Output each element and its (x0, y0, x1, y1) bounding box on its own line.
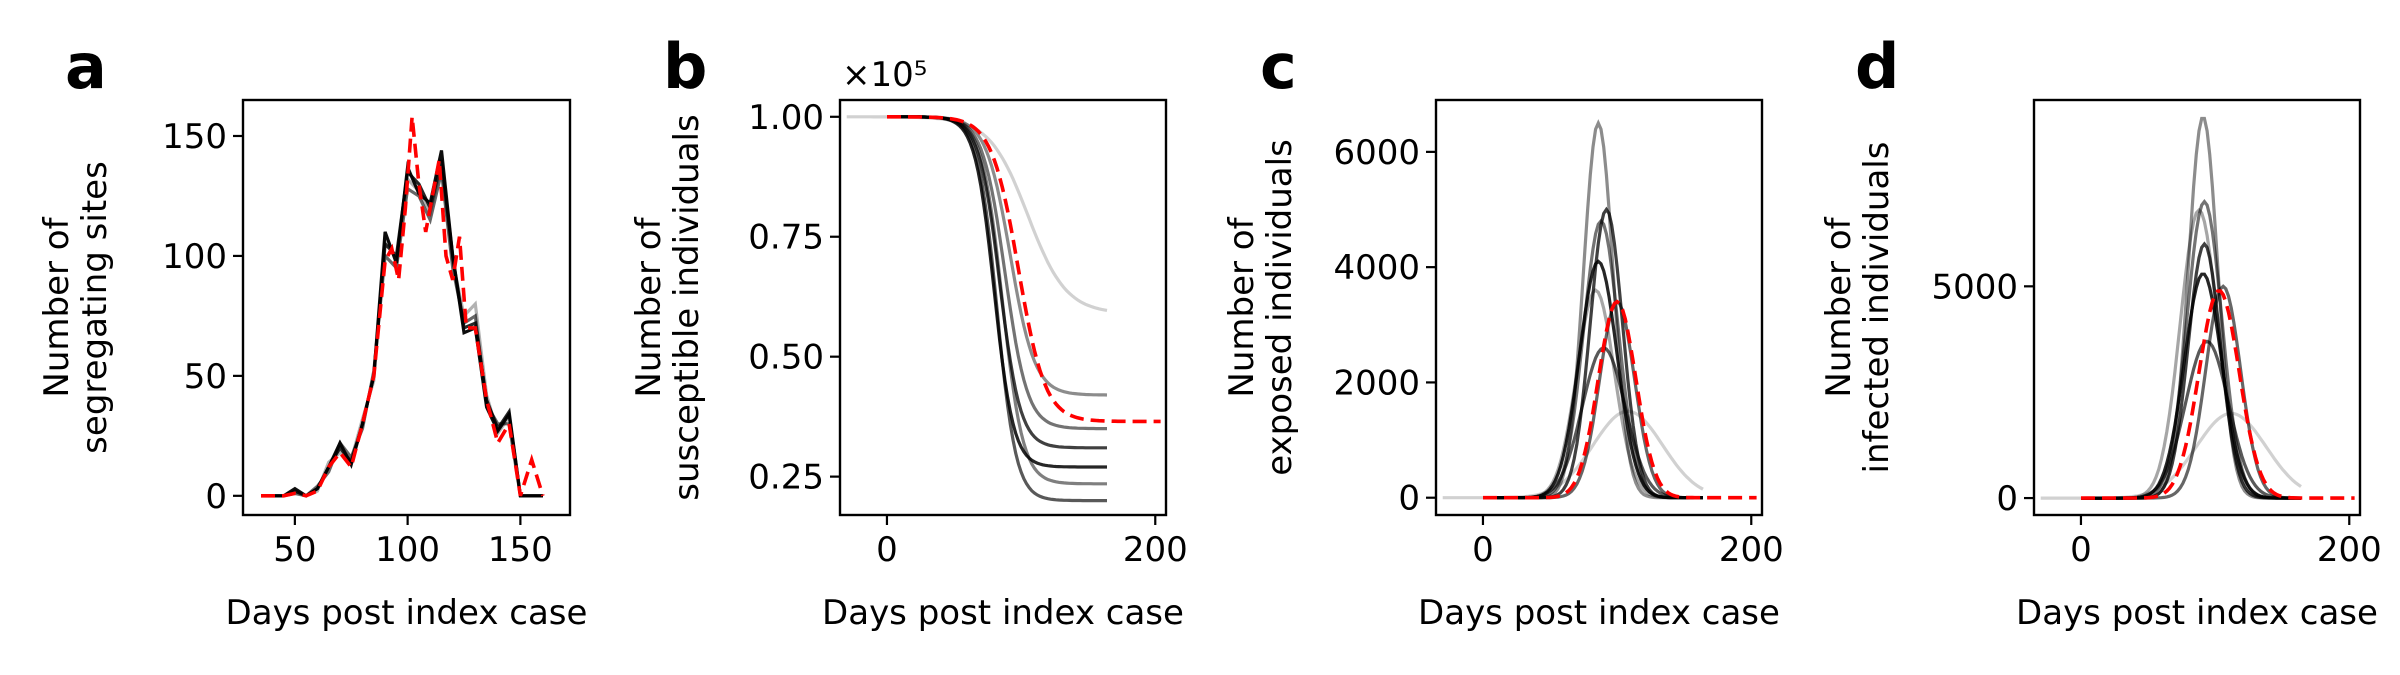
plot-area-d (2040, 116, 2355, 500)
y-tick-label-b: 1.00 (748, 98, 824, 138)
reference-line-a (261, 116, 545, 498)
y-tick-label-a: 0 (205, 477, 227, 517)
panel-letter-c: c (1260, 30, 1297, 103)
y-offset-label-b: ×10⁵ (842, 55, 927, 95)
y-tick-label-b: 0.50 (748, 338, 824, 378)
y-tick-label-b: 0.75 (748, 218, 824, 258)
x-tick-label-b: 0 (876, 530, 898, 570)
simulation-line-c-5 (1483, 299, 1703, 500)
x-tick-label-c: 200 (1719, 530, 1784, 570)
y-tick-label-a: 50 (184, 357, 227, 397)
y-axis-label-a: Number ofsegregating sites (37, 161, 115, 454)
reference-line-d (2081, 289, 2355, 500)
simulation-line-d-6 (2081, 339, 2302, 500)
x-tick-label-d: 200 (2317, 530, 2382, 570)
y-tick-label-b: 0.25 (748, 458, 824, 498)
y-axis-label-b: Number ofsusceptible individuals (629, 114, 707, 500)
plot-area-b (846, 115, 1161, 503)
x-axis-label-d: Days post index case (2016, 593, 2378, 633)
reference-line-c (1483, 299, 1757, 500)
x-tick-label-a: 150 (488, 530, 553, 570)
y-tick-label-c: 6000 (1333, 133, 1420, 173)
x-tick-label-b: 200 (1123, 530, 1188, 570)
y-tick-label-c: 0 (1398, 479, 1420, 519)
simulation-line-d-7 (2081, 207, 2301, 500)
simulation-line-a-3 (261, 150, 543, 498)
panel-b: 0 200 0.25 0.50 0.75 1.00 ×10⁵ Days post index … (629, 30, 1188, 633)
simulation-line-c-7 (1483, 288, 1703, 500)
simulation-line-c-6 (1483, 346, 1703, 500)
plot-area-a (261, 116, 545, 498)
y-axis-label-c: Number ofexposed individuals (1222, 139, 1300, 476)
x-axis-label-b: Days post index case (822, 593, 1184, 633)
y-tick-label-c: 2000 (1333, 363, 1420, 403)
panel-letter-a: a (65, 30, 107, 103)
y-tick-label-a: 150 (162, 117, 227, 157)
reference-line-b (887, 115, 1161, 424)
x-axis-label-c: Days post index case (1418, 593, 1780, 633)
x-tick-label-c: 0 (1472, 530, 1494, 570)
panel-a: 50 100 150 0 50 100 150 Days post index case Num… (37, 30, 587, 633)
panel-d: 0 200 0 5000 Days post index case Number ofin… (1819, 30, 2382, 633)
axes-frame-b (838, 98, 1168, 517)
panel-letter-b: b (663, 30, 707, 103)
y-tick-label-c: 4000 (1333, 248, 1420, 288)
x-tick-label-a: 50 (273, 530, 316, 570)
axes-frame-a (241, 98, 572, 517)
simulation-line-b-6 (887, 115, 1107, 503)
y-tick-label-d: 0 (1996, 479, 2018, 519)
axes-frame-c (1434, 98, 1764, 517)
axes-frame-d (2032, 98, 2362, 517)
y-tick-label-d: 5000 (1931, 267, 2018, 307)
plot-area-c (1442, 119, 1757, 500)
y-tick-label-a: 100 (162, 237, 227, 277)
panel-letter-d: d (1855, 30, 1899, 103)
x-tick-label-d: 0 (2070, 530, 2092, 570)
x-tick-label-a: 100 (375, 530, 440, 570)
x-axis-label-a: Days post index case (226, 593, 588, 633)
y-axis-label-d: Number ofinfected individuals (1819, 142, 1897, 474)
